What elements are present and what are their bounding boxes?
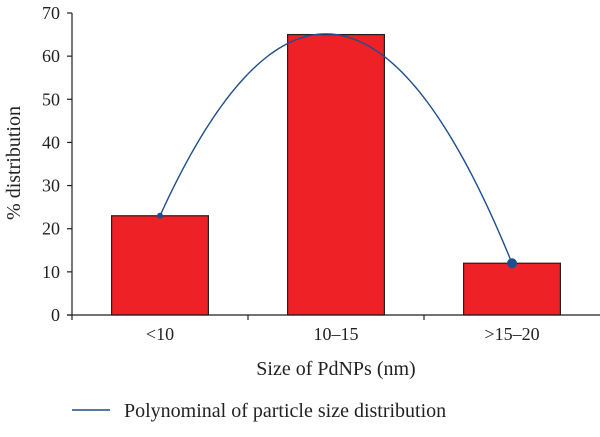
y-tick-label-20: 20 bbox=[42, 219, 60, 239]
y-tick-label-0: 0 bbox=[51, 305, 60, 325]
x-axis-title: Size of PdNPs (nm) bbox=[256, 358, 415, 380]
y-tick-label-30: 30 bbox=[42, 176, 60, 196]
x-tick-label-2: >15–20 bbox=[484, 324, 539, 344]
trend-marker-0 bbox=[157, 212, 163, 219]
y-tick-label-10: 10 bbox=[42, 262, 60, 282]
bar-1 bbox=[287, 33, 386, 316]
x-tick-label-1: 10–15 bbox=[314, 324, 359, 344]
x-tick-label-0: <10 bbox=[146, 324, 174, 344]
legend-label: Polynominal of particle size distributio… bbox=[124, 400, 446, 422]
y-tick-label-50: 50 bbox=[42, 89, 60, 109]
bar-0 bbox=[110, 215, 210, 316]
axes-layer: 0 10 20 30 40 50 60 70 <10 10–15 >15–20 bbox=[42, 3, 600, 344]
trendline-curve bbox=[159, 33, 513, 264]
trendline-layer bbox=[157, 33, 517, 269]
bars-layer bbox=[110, 33, 562, 316]
y-tick-label-70: 70 bbox=[42, 3, 60, 23]
y-tick-label-40: 40 bbox=[42, 132, 60, 152]
labels-layer: % distribution Size of PdNPs (nm) bbox=[3, 106, 416, 380]
trend-marker-2 bbox=[507, 258, 517, 269]
legend: Polynominal of particle size distributio… bbox=[72, 400, 446, 422]
bar-2 bbox=[463, 262, 562, 316]
y-axis-title: % distribution bbox=[3, 106, 25, 220]
y-tick-label-60: 60 bbox=[42, 46, 60, 66]
